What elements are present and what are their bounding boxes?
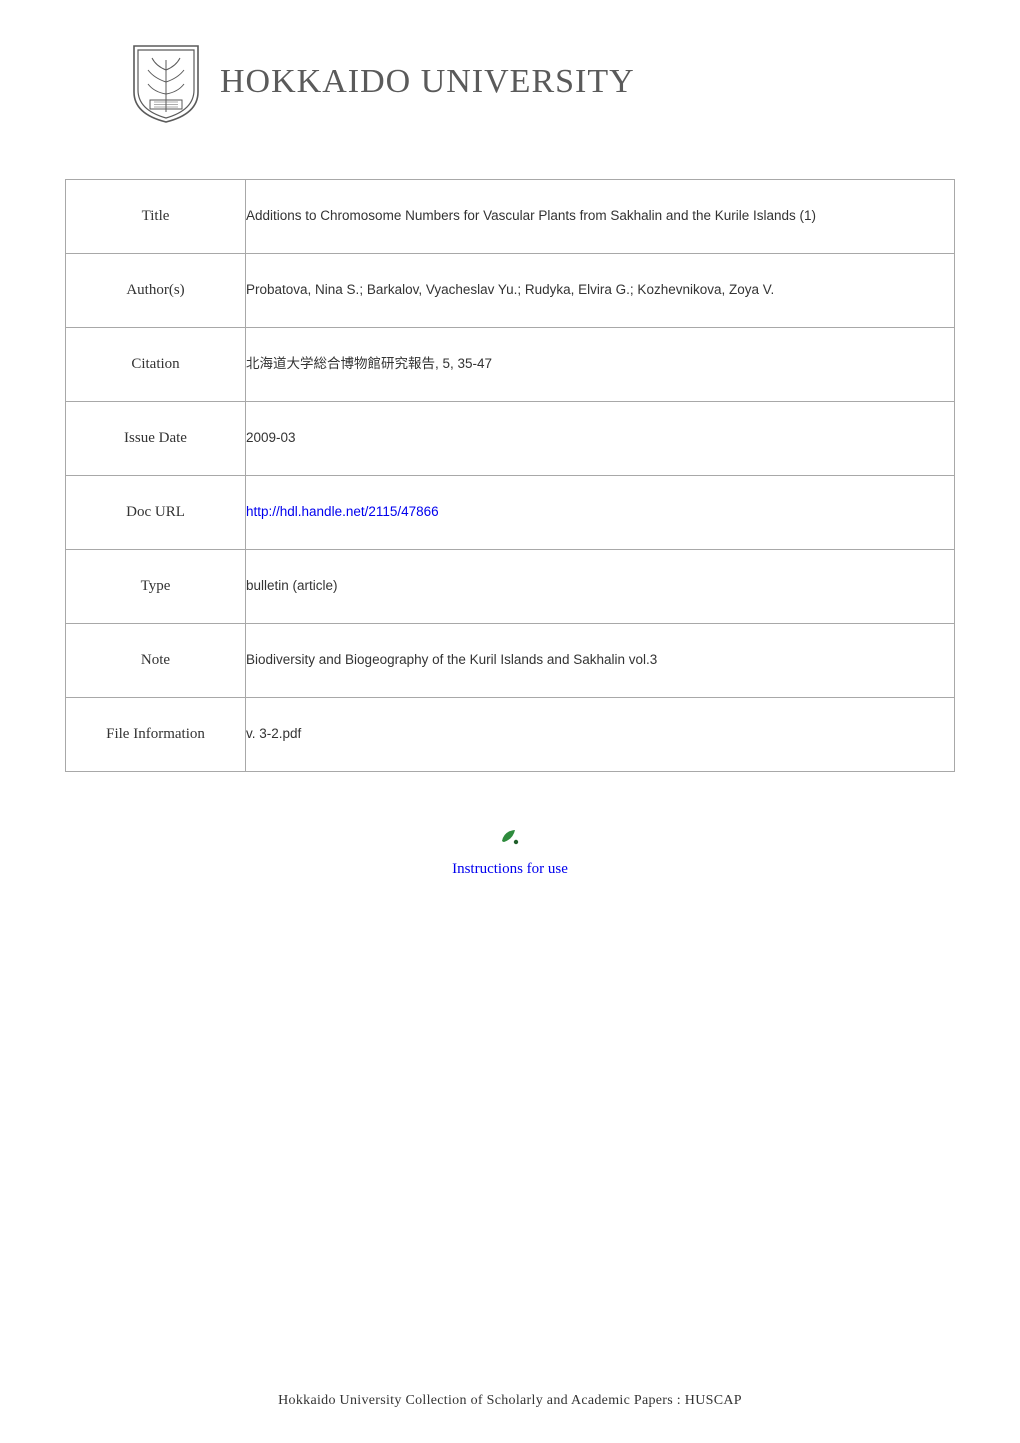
meta-value: bulletin (article) (246, 550, 955, 624)
metadata-table-body: Title Additions to Chromosome Numbers fo… (66, 180, 955, 772)
meta-label: Note (66, 624, 246, 698)
header: HOKKAIDO UNIVERSITY (0, 0, 1020, 154)
meta-label: Issue Date (66, 402, 246, 476)
meta-label: Type (66, 550, 246, 624)
metadata-table: Title Additions to Chromosome Numbers fo… (65, 179, 955, 772)
meta-value: v. 3-2.pdf (246, 698, 955, 772)
table-row: Doc URL http://hdl.handle.net/2115/47866 (66, 476, 955, 550)
meta-value: Biodiversity and Biogeography of the Kur… (246, 624, 955, 698)
meta-value: 北海道大学総合博物館研究報告, 5, 35-47 (246, 328, 955, 402)
meta-value: Additions to Chromosome Numbers for Vasc… (246, 180, 955, 254)
table-row: Title Additions to Chromosome Numbers fo… (66, 180, 955, 254)
meta-label: Author(s) (66, 254, 246, 328)
table-row: Author(s) Probatova, Nina S.; Barkalov, … (66, 254, 955, 328)
instructions-link[interactable]: Instructions for use (452, 861, 568, 877)
table-row: File Information v. 3-2.pdf (66, 698, 955, 772)
table-row: Note Biodiversity and Biogeography of th… (66, 624, 955, 698)
meta-value-link: http://hdl.handle.net/2115/47866 (246, 476, 955, 550)
university-crest-icon (130, 40, 202, 124)
instructions-block: Instructions for use (0, 827, 1020, 878)
meta-label: File Information (66, 698, 246, 772)
university-name: HOKKAIDO UNIVERSITY (220, 63, 635, 101)
meta-value: 2009-03 (246, 402, 955, 476)
table-row: Type bulletin (article) (66, 550, 955, 624)
meta-label: Citation (66, 328, 246, 402)
footer-text: Hokkaido University Collection of Schola… (0, 1393, 1020, 1409)
table-row: Issue Date 2009-03 (66, 402, 955, 476)
leaf-icon (499, 827, 521, 852)
doc-url-link[interactable]: http://hdl.handle.net/2115/47866 (246, 504, 439, 519)
table-row: Citation 北海道大学総合博物館研究報告, 5, 35-47 (66, 328, 955, 402)
meta-value: Probatova, Nina S.; Barkalov, Vyacheslav… (246, 254, 955, 328)
meta-label: Title (66, 180, 246, 254)
meta-label: Doc URL (66, 476, 246, 550)
